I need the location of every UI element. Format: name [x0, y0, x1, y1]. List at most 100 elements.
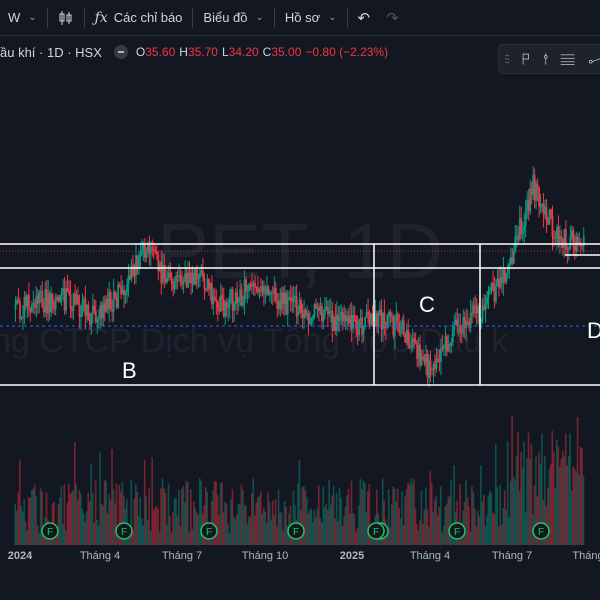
candle — [136, 254, 139, 275]
volume-bar — [386, 531, 388, 545]
candle — [41, 281, 44, 308]
candle-body — [472, 305, 475, 314]
indicators-button[interactable]: ƒx Các chỉ báo — [87, 0, 191, 36]
volume-bar — [564, 433, 567, 545]
candle-body — [533, 174, 536, 201]
volume-bar — [242, 489, 244, 545]
chevron-down-icon: ⌄ — [255, 12, 264, 23]
vertical-line-icon[interactable] — [543, 50, 549, 68]
candle-body — [268, 293, 271, 296]
interval-selector[interactable]: W ⌄ — [0, 0, 45, 36]
volume-bar — [435, 495, 438, 545]
chart-type-button[interactable]: Biểu đồ ⌄ — [195, 0, 271, 36]
volume-bar — [225, 503, 228, 545]
candle — [271, 285, 274, 306]
candle — [471, 301, 474, 324]
candle-body — [30, 304, 33, 312]
candle — [520, 206, 523, 239]
candle — [548, 208, 551, 225]
candle — [261, 280, 264, 297]
candle — [328, 299, 331, 318]
high-value: 35.70 — [187, 45, 218, 59]
volume-bar — [115, 483, 118, 545]
candle-style-button[interactable] — [50, 0, 82, 36]
candle — [554, 231, 557, 246]
candle — [301, 303, 304, 329]
candle-body — [431, 369, 433, 371]
volume-bar — [243, 504, 246, 545]
candle — [380, 299, 383, 342]
candle — [249, 281, 252, 291]
volume-bar — [221, 482, 223, 545]
candle-body — [152, 248, 155, 251]
candle — [353, 306, 356, 323]
candle-body — [343, 314, 346, 322]
candle — [492, 270, 494, 292]
candle-body — [181, 280, 183, 285]
candle-body — [451, 329, 454, 342]
earnings-marker: F — [532, 522, 550, 540]
volume-bar — [538, 452, 540, 545]
candle — [398, 313, 401, 336]
candle-body — [36, 295, 39, 304]
undo-button[interactable]: ↶ — [350, 0, 379, 36]
volume-bar — [227, 523, 229, 545]
volume-bar — [197, 515, 200, 545]
candle — [359, 308, 362, 329]
volume-bar — [172, 512, 174, 545]
candle-body — [544, 206, 546, 215]
candle-body — [264, 293, 267, 295]
candle-body — [402, 320, 405, 334]
candle-body — [228, 296, 231, 307]
redo-button[interactable]: ↷ — [378, 0, 407, 36]
candle-body — [337, 314, 340, 321]
volume-bar — [145, 496, 147, 545]
candle — [429, 351, 432, 383]
candle-body — [325, 306, 328, 308]
volume-bar — [356, 527, 359, 545]
symbol-description[interactable]: ầu khí · 1D · HSX — [0, 44, 102, 60]
candle-body — [294, 296, 297, 298]
candle-body — [276, 300, 279, 309]
candle — [356, 315, 359, 346]
drag-handle-icon[interactable] — [505, 52, 509, 66]
earnings-markers[interactable]: FFFFFFFF — [41, 522, 550, 540]
candle-body — [426, 353, 429, 378]
volume-bar — [346, 495, 348, 545]
volume-bar — [526, 458, 528, 545]
volume-bar — [509, 480, 512, 545]
volume-bar — [30, 490, 33, 545]
candle — [57, 295, 60, 303]
candle-body — [289, 297, 292, 301]
candle — [506, 263, 509, 280]
candle-body — [398, 322, 401, 334]
candle-body — [334, 316, 337, 332]
horizontal-lines-icon[interactable] — [560, 50, 576, 68]
candle-body — [39, 291, 42, 293]
volume-bar — [478, 516, 481, 545]
candle — [445, 333, 448, 357]
candle — [512, 243, 515, 265]
volume-bar — [334, 518, 336, 545]
chart-type-label: Biểu đồ — [203, 10, 248, 25]
candle — [84, 285, 87, 330]
volume-bar — [298, 460, 301, 545]
candle — [260, 277, 262, 297]
candle-body — [499, 277, 502, 288]
collapse-legend-icon[interactable] — [113, 45, 128, 59]
volume-bar — [402, 525, 405, 545]
volume-bar — [439, 486, 442, 545]
volume-bar — [240, 484, 243, 545]
candle — [276, 293, 279, 318]
candle — [105, 295, 108, 313]
candle — [362, 325, 365, 342]
flag-icon[interactable] — [521, 50, 531, 68]
candle-body — [387, 312, 390, 316]
candle — [62, 279, 64, 301]
profile-button[interactable]: Hồ sơ ⌄ — [277, 0, 345, 36]
candle — [158, 260, 161, 273]
annotation-rectangles[interactable] — [0, 243, 600, 386]
volume-bar — [132, 531, 134, 545]
trend-line-icon[interactable] — [588, 50, 600, 68]
